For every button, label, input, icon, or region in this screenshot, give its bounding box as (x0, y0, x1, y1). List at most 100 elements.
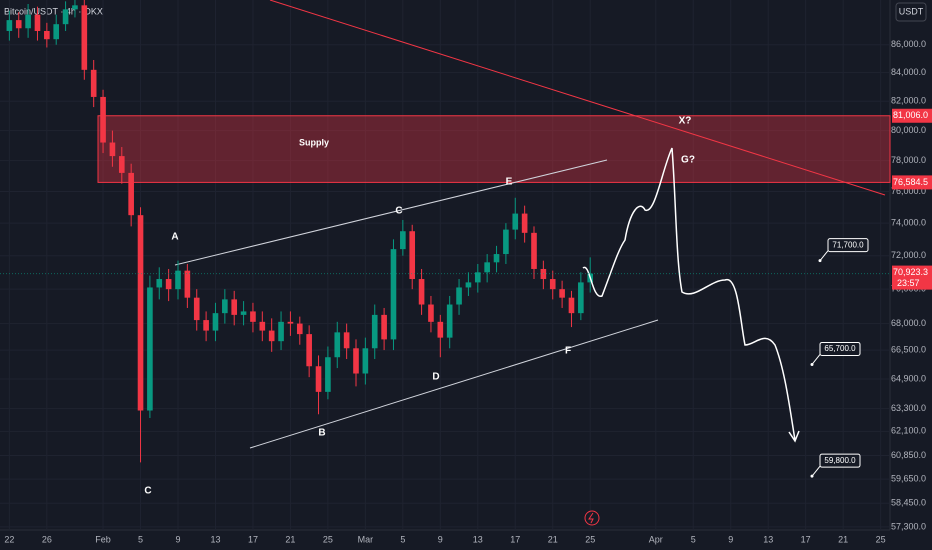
x-tick-label: 25 (876, 534, 886, 544)
target-box (819, 341, 861, 356)
candle-body (381, 314, 387, 340)
candle-body (193, 297, 200, 321)
target-box (819, 453, 861, 468)
candle-body (128, 172, 134, 216)
y-tick-label: 82,000.0 (891, 96, 926, 106)
projection-arrow (788, 430, 800, 443)
plot-area: Supply A B C C D E F X? G? 71,700.0 65,700.0 59,800.… (0, 0, 891, 530)
y-tick-label: 57,300.0 (891, 521, 926, 531)
wave-label: E (506, 177, 513, 188)
candle-body (521, 213, 528, 233)
candle-body (456, 287, 462, 305)
x-tick-label: Feb (95, 534, 111, 544)
y-tick-label: 64,900.0 (891, 373, 926, 383)
x-tick-label: 5 (691, 534, 696, 544)
y-tick-label: 80,000.0 (891, 125, 926, 135)
y-tick-label: 86,000.0 (891, 39, 926, 49)
target-label: 71,700.0 (832, 240, 864, 249)
y-tick-label: 63,300.0 (891, 403, 926, 413)
y-tick-label: 60,850.0 (891, 450, 926, 460)
candle-body (15, 20, 22, 29)
candle-body (446, 304, 453, 338)
candle-body (287, 321, 294, 324)
candle-body (400, 231, 406, 250)
x-tick-label: 17 (510, 534, 520, 544)
candle-body (156, 279, 163, 288)
candle-body (6, 20, 13, 31)
x-tick-label: Apr (649, 534, 663, 544)
chart-title: Bitcoin/USDT · 4h · OKX (4, 6, 103, 16)
x-tick-label: 9 (175, 534, 180, 544)
candle-body (493, 254, 500, 263)
candle-body (371, 314, 378, 349)
candle-body (44, 30, 50, 40)
x-tick-label: 13 (473, 534, 483, 544)
candle-body (325, 357, 331, 392)
candle-body (25, 14, 31, 29)
last-price-box (892, 265, 932, 290)
y-tick-label: 59,650.0 (891, 474, 926, 484)
event-icon-bolt (588, 512, 594, 524)
candle-body (203, 320, 209, 331)
candle-body (250, 311, 256, 322)
zone-price-box (892, 175, 932, 190)
wave-label: X? (679, 116, 692, 127)
candle-body (428, 304, 434, 322)
candle-body (231, 299, 238, 315)
target-label: 59,800.0 (824, 456, 856, 465)
y-tick-label: 72,000.0 (891, 250, 926, 260)
candle-body (165, 279, 172, 290)
target-leader (811, 354, 821, 365)
candle-body (259, 321, 266, 331)
candle-body (118, 156, 125, 173)
candle-body (437, 321, 444, 338)
supply-label: Supply (299, 137, 329, 147)
candle-body (175, 270, 181, 290)
y-tick-label: 78,000.0 (891, 155, 926, 165)
candle-body (184, 270, 191, 298)
countdown: 23:57 (897, 278, 920, 288)
currency-box[interactable] (895, 2, 927, 22)
x-tick-label: 21 (285, 534, 295, 544)
wedge-lower (249, 319, 659, 449)
candle-body (531, 232, 537, 269)
zone-price-box (892, 108, 932, 123)
x-tick-label: 17 (801, 534, 811, 544)
target-leader (811, 465, 821, 477)
x-tick-label: 26 (42, 534, 52, 544)
wedge-upper (174, 159, 608, 266)
wave-label: G? (681, 155, 695, 166)
candle-body (100, 96, 106, 143)
wave-label: C (395, 206, 402, 217)
candle-body (306, 334, 312, 367)
x-tick-label: Mar (358, 534, 374, 544)
candle-body (568, 297, 575, 314)
candle-body (212, 313, 219, 331)
target-box (827, 238, 869, 253)
event-icon[interactable] (584, 510, 600, 526)
candle-body (296, 323, 303, 335)
y-tick-label: 68,000.0 (891, 318, 926, 328)
candle-body (474, 272, 481, 283)
candle-body (137, 215, 144, 411)
candle-body (147, 287, 153, 411)
candle-body (503, 229, 509, 255)
candle-body (559, 289, 565, 298)
supply-zone (97, 115, 891, 183)
candle-body (72, 5, 78, 10)
candle-body (53, 24, 60, 40)
x-tick-label: 9 (728, 534, 733, 544)
candle-body (343, 332, 350, 349)
candle-body (578, 282, 584, 314)
currency: USDT (899, 6, 924, 16)
candle-body (549, 279, 556, 290)
candle-body (34, 14, 41, 31)
x-tick-label: 25 (585, 534, 595, 544)
candle-body (334, 332, 341, 358)
candle-body (465, 282, 472, 288)
wave-label: A (171, 232, 178, 243)
candle-body (353, 348, 359, 374)
resistance-trendline (269, 0, 886, 196)
